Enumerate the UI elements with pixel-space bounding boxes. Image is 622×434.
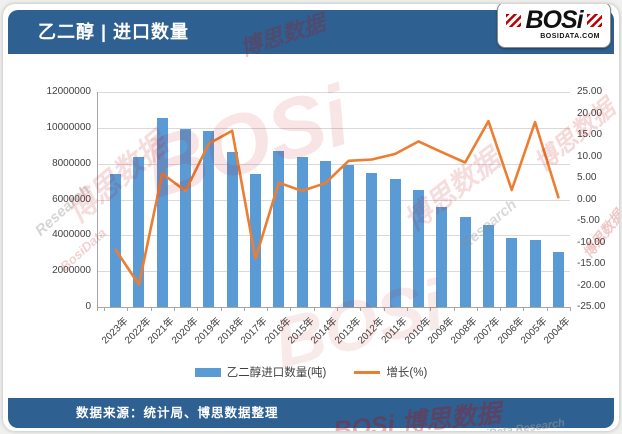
- source-bar: 数据来源：统计局、博思数据整理: [8, 398, 614, 428]
- right-axis-tick-label: -5.00: [577, 215, 600, 226]
- bar-2013年: [343, 165, 355, 307]
- x-axis-tickmark: [173, 307, 175, 311]
- right-axis-tick-label: 25.00: [577, 86, 603, 97]
- x-axis-tickmark: [104, 307, 105, 311]
- x-axis-tickmark: [430, 307, 432, 311]
- bar-2004年: [552, 252, 564, 307]
- left-axis-tick-label: 0: [85, 301, 91, 312]
- x-axis-tickmark: [570, 307, 571, 311]
- stripe-hatch-right-icon: [586, 14, 602, 27]
- bar-2007年: [482, 225, 494, 307]
- x-axis-line: [97, 307, 570, 308]
- legend-line-swatch-icon: [354, 370, 381, 374]
- y-axis-line: [97, 92, 98, 311]
- legend-line-label: 增长(%): [386, 367, 428, 379]
- bar-2019年: [203, 130, 215, 307]
- x-axis-tickmark: [337, 307, 338, 311]
- x-axis-tickmark: [290, 307, 292, 311]
- chart-legend: 乙二醇进口数量(吨) 增长(%): [3, 364, 619, 380]
- right-axis-tick-label: 10.00: [577, 150, 603, 162]
- bar-2017年: [249, 173, 261, 307]
- legend-bar-swatch-icon: [194, 367, 221, 377]
- bar-2012年: [366, 172, 378, 307]
- logo-row: BOSi: [498, 6, 610, 35]
- bar-2006年: [506, 238, 518, 307]
- gridline: [97, 163, 570, 165]
- x-axis-tickmark: [546, 307, 548, 311]
- right-axis-tick-label: -25.00: [577, 301, 606, 312]
- x-axis-tickmark: [453, 307, 455, 311]
- bar-2020年: [180, 128, 192, 307]
- legend-bar-label: 乙二醇进口数量(吨): [226, 367, 327, 379]
- x-axis-tickmark: [150, 307, 152, 311]
- bar-2023年: [110, 173, 122, 307]
- left-axis-tick-label: 10000000: [46, 121, 92, 133]
- bar-2014年: [319, 160, 331, 307]
- left-axis-tick-label: 8000000: [52, 157, 91, 169]
- right-axis-tick-label: -15.00: [577, 258, 606, 269]
- x-axis-tickmark: [313, 307, 315, 311]
- right-axis-tick-label: 5.00: [577, 172, 597, 183]
- bar-2010年: [413, 189, 425, 307]
- right-axis-tick-label: 15.00: [577, 129, 603, 140]
- x-axis-tickmark: [406, 307, 408, 311]
- x-axis-tickmark: [500, 307, 502, 311]
- bar-2016年: [273, 151, 285, 307]
- bar-2011年: [389, 178, 401, 307]
- bar-2009年: [436, 206, 448, 307]
- bar-2018年: [226, 152, 238, 307]
- x-axis-tickmark: [360, 307, 362, 311]
- right-axis-tick-label: -20.00: [577, 279, 606, 291]
- legend-item-bars: 乙二醇进口数量(吨): [194, 364, 327, 380]
- legend-item-line: 增长(%): [354, 364, 427, 380]
- right-axis-tick-label: 20.00: [577, 107, 603, 119]
- bar-2008年: [459, 217, 471, 307]
- logo-domain: BOSIDATA.COM: [540, 33, 600, 40]
- gridline: [97, 235, 570, 237]
- left-axis-tick-label: 6000000: [52, 193, 91, 205]
- bar-2015年: [296, 157, 308, 307]
- data-source-text: 数据来源：统计局、博思数据整理: [76, 406, 279, 420]
- x-axis-tickmark: [197, 307, 199, 311]
- x-axis-tickmark: [267, 307, 269, 311]
- x-axis-tickmark: [523, 307, 525, 311]
- brand-logo[interactable]: BOSi BOSIDATA.COM: [497, 4, 611, 48]
- bar-2022年: [133, 156, 145, 307]
- logo-wordmark: BOSi: [525, 6, 583, 34]
- right-axis-tick-label: 0.00: [577, 193, 597, 205]
- left-axis-tick-label: 12000000: [46, 86, 92, 97]
- x-axis-tickmark: [127, 307, 129, 311]
- gridline: [97, 92, 570, 93]
- chart-card: 乙二醇 | 进口数量 BOSi BOSIDATA.COM 0 2000000 400…: [3, 4, 619, 431]
- bar-2021年: [156, 117, 168, 307]
- x-axis-tickmark: [476, 307, 478, 311]
- chart-plot-area: 0 2000000 4000000 6000000 8000000 10000000 120…: [3, 4, 619, 431]
- stripe-hatch-left-icon: [506, 14, 522, 27]
- x-axis-tickmark: [383, 307, 385, 311]
- x-axis-tickmark: [220, 307, 222, 311]
- bar-2005年: [529, 239, 541, 307]
- page-title: 乙二醇 | 进口数量: [38, 22, 190, 42]
- gridline: [97, 127, 570, 129]
- x-axis-tickmark: [243, 307, 245, 311]
- left-axis-tick-label: 2000000: [52, 265, 91, 277]
- left-axis-tick-label: 4000000: [52, 229, 91, 241]
- gridline: [97, 271, 570, 273]
- right-axis-tick-label: -10.00: [577, 236, 606, 248]
- gridline: [97, 199, 570, 201]
